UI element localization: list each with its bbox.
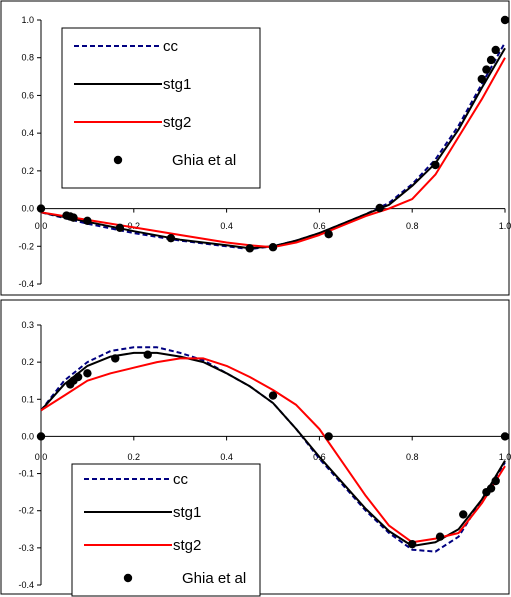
data-point-ghia-et-al [375,203,384,213]
data-point-ghia-et-al [482,65,491,74]
y-tick-label: 0.6 [21,90,34,100]
legend-label-stg1: stg1 [163,76,191,93]
x-tick-label: 0.4 [220,221,233,231]
legend: cc stg1 stg2 Ghia et al [61,27,261,189]
y-tick-label: 0.0 [21,431,34,441]
chart-bottom-svg: 0.30.20.10.0-0.1-0.2-0.3-0.40.0 0.2 0.4 0.6… [0,299,511,597]
legend-box [71,463,261,597]
data-point-ghia-et-al [324,432,333,441]
series-line-stg2 [40,357,506,544]
data-point-ghia-et-al [431,160,440,170]
x-tick-label: 0.2 [128,221,141,231]
data-point-ghia-et-al [268,391,278,400]
series-line-stg1 [40,47,506,250]
data-point-ghia-et-al [83,216,92,226]
data-point-ghia-et-al [36,432,46,441]
x-tick-label: 0.2 [128,452,141,462]
data-point-ghia-et-al [143,350,152,359]
x-tick-label: 0.6 [313,221,326,231]
y-tick-label: 0.4 [21,128,34,138]
data-point-ghia-et-al [500,15,510,25]
data-point-ghia-et-al [111,354,120,363]
data-point-ghia-et-al [486,55,496,65]
legend-marker-ghia-et-al [123,573,133,583]
data-point-ghia-et-al [73,372,83,382]
series-line-stg1 [40,351,506,547]
data-point-ghia-et-al [435,532,445,541]
x-tick-label: 0.8 [406,452,419,462]
legend: cc stg1 stg2 Ghia et al [71,463,261,597]
chart-top: 1.0 0.8 0.6 0.4 0.2 0.0 -0.2 -0.4 0.0 0.2 0.4 0.6 0.… [0,0,511,298]
y-tick-label: -0.4 [18,279,34,289]
y-tick-label: 0.2 [21,166,34,176]
y-tick-label: -0.4 [18,580,34,590]
data-point-ghia-et-al [459,510,468,519]
legend-label-stg1: stg1 [173,504,201,521]
x-tick-label: 0.8 [406,221,419,231]
series-ghia-et-al [36,350,510,549]
x-tick-label: 1.0 [499,221,511,231]
series-line-stg2 [40,57,506,249]
data-point-ghia-et-al [166,233,176,243]
legend-label-stg2: stg2 [163,114,191,131]
data-point-ghia-et-al [477,74,486,84]
data-point-ghia-et-al [115,223,125,233]
legend-marker-ghia-et-al [113,155,123,165]
y-tick-label: 0.8 [21,53,34,63]
x-tick-label: 0.4 [220,452,233,462]
chart-top-svg: 1.00.80.60.40.20.0-0.2-0.40.0 0.2 0.4 0.6 0.… [0,0,511,296]
data-point-ghia-et-al [491,45,500,55]
data-point-ghia-et-al [83,369,92,378]
y-tick-label: -0.3 [18,543,34,553]
data-point-ghia-et-al [245,244,254,253]
legend-label-ghia-et-al: Ghia et al [182,570,246,587]
data-point-ghia-et-al [324,230,333,239]
x-tick-label: 1.0 [499,452,511,462]
y-tick-label: 1.0 [21,15,34,25]
y-tick-label: 0.3 [21,320,34,330]
data-point-ghia-et-al [69,213,78,222]
x-tick-label: 0.0 [35,452,48,462]
legend-box [61,27,261,189]
y-tick-label: 0.0 [21,204,34,214]
series-ghia-et-al [36,15,510,253]
data-point-ghia-et-al [36,204,46,213]
legend-label-ghia-et-al: Ghia et al [172,152,236,169]
y-tick-label: 0.2 [21,357,34,367]
legend-label-cc: cc [173,471,189,488]
data-point-ghia-et-al [491,476,500,486]
y-tick-label: -0.1 [18,469,34,479]
data-point-ghia-et-al [486,484,496,493]
legend-label-cc: cc [163,38,179,55]
chart-bottom: 0.3 0.2 0.1 0.0 -0.1 -0.2 -0.3 -0.4 0.0 0.2 0.4 0.6… [0,299,511,597]
y-tick-label: -0.2 [18,241,34,251]
y-tick-label: -0.2 [18,506,34,516]
legend-label-stg2: stg2 [173,537,201,554]
y-tick-label: 0.1 [21,394,34,404]
data-point-ghia-et-al [268,243,278,252]
series-line-cc [40,346,506,553]
x-tick-label: 0.0 [35,221,48,231]
data-point-ghia-et-al [500,432,510,441]
data-point-ghia-et-al [408,539,417,549]
